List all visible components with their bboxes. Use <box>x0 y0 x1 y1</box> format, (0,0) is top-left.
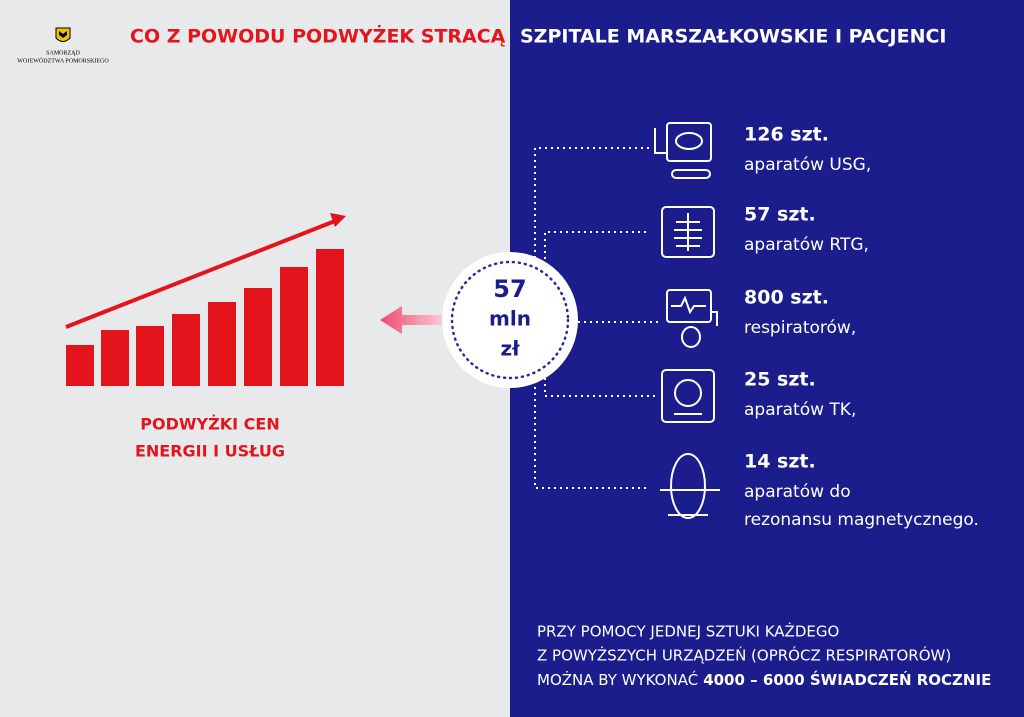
item-label: aparatów RTG, <box>744 235 869 255</box>
amount-unit: zł <box>500 337 520 361</box>
arrow <box>380 306 446 334</box>
caption: ENERGII I USŁUG <box>135 442 285 461</box>
footer-line: PRZY POMOCY JEDNEJ SZTUKI KAŻDEGO <box>537 622 839 641</box>
title-right: SZPITALE MARSZAŁKOWSKIE I PACJENCI <box>520 26 946 48</box>
item-amount: 57 szt. <box>744 204 816 226</box>
logo-text: WOJEWÓDZTWA POMORSKIEGO <box>17 56 109 64</box>
footer-line: Z POWYŻSZYCH URZĄDZEŃ (OPRÓCZ RESPIRATOR… <box>537 646 951 665</box>
amount: 57 <box>493 275 526 303</box>
right-panel <box>510 0 1024 717</box>
item-amount: 14 szt. <box>744 451 816 473</box>
items: 126 szt. aparatów USG, 57 szt. aparatów RTG… <box>744 124 979 531</box>
connectors <box>534 147 660 489</box>
amount-unit: mln <box>489 307 531 331</box>
footer-text: MOŻNA BY WYKONAĆ <box>537 670 698 689</box>
logo-text: SAMORZĄD <box>46 50 80 56</box>
item-label: rezonansu magnetycznego. <box>744 510 979 530</box>
item-label: respiratorów, <box>744 318 856 338</box>
growth-icon <box>65 213 346 386</box>
item-amount: 800 szt. <box>744 287 829 309</box>
item-label: aparatów do <box>744 482 851 502</box>
item-amount: 25 szt. <box>744 369 816 391</box>
item-label: aparatów TK, <box>744 400 856 420</box>
logo: SAMORZĄD WOJEWÓDZTWA POMORSKIEGO <box>17 27 109 64</box>
title-left: CO Z POWODU PODWYŻEK STRACĄ <box>130 24 506 48</box>
item-amount: 126 szt. <box>744 124 829 146</box>
amount-circle <box>442 252 578 388</box>
device-icons <box>654 122 720 519</box>
footer-highlight: 4000 – 6000 ŚWIADCZEŃ ROCZNIE <box>703 670 991 689</box>
footer-line: MOŻNA BY WYKONAĆ 4000 – 6000 ŚWIADCZEŃ RO… <box>537 670 991 689</box>
caption: PODWYŻKI CEN <box>140 415 279 434</box>
circle-border <box>450 260 570 380</box>
item-label: aparatów USG, <box>744 155 871 175</box>
